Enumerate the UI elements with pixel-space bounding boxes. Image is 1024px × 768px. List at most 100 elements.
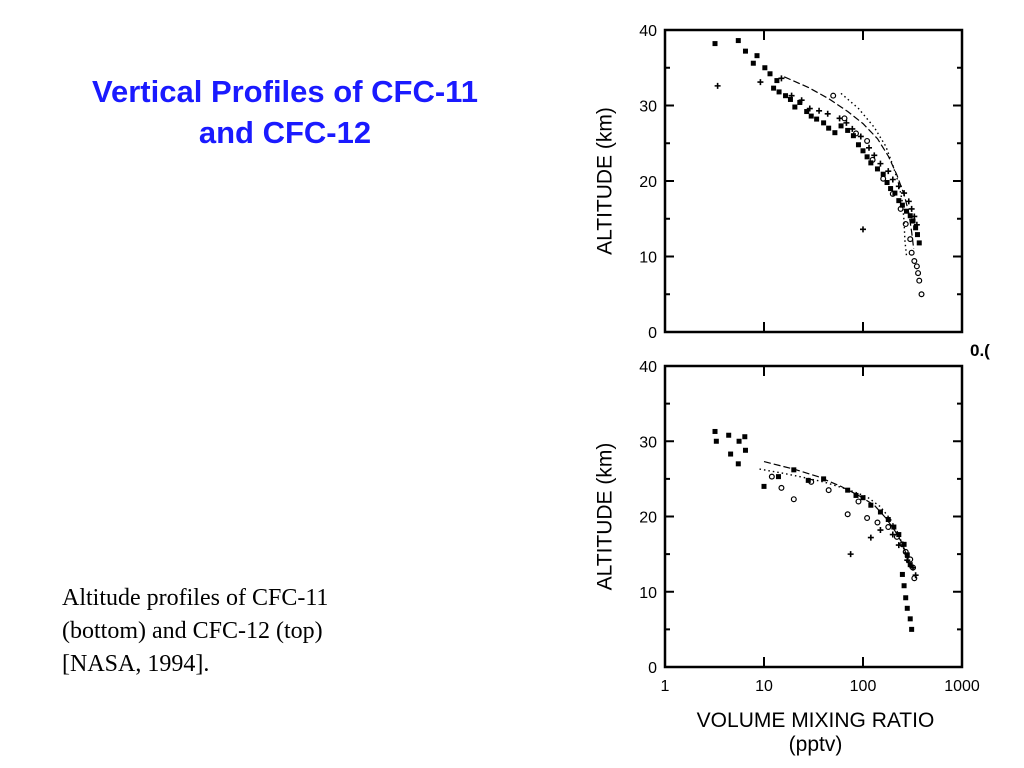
data-point [726,432,732,438]
data-point [775,474,781,480]
data-point [712,41,718,47]
data-point [913,221,920,228]
y-tick-label: 10 [639,585,657,602]
data-point [788,92,795,99]
data-point [778,75,785,82]
data-point [884,180,890,186]
data-point [915,270,922,277]
data-point [907,616,913,622]
data-point [860,226,866,233]
data-point [904,552,910,558]
data-point [885,524,892,531]
profile-curve [759,468,908,565]
data-point [855,498,862,505]
data-point [838,123,844,129]
x-axis-unit: (pptv) [789,733,843,756]
data-point [868,502,874,508]
data-point [910,218,916,224]
data-point [904,605,910,611]
data-point [845,127,851,133]
caption-line-1: Altitude profiles of CFC-11 [62,585,329,611]
figure-caption: Altitude profiles of CFC-11 (bottom) and… [62,582,482,681]
data-point [761,483,767,489]
data-point [850,133,856,139]
data-point [714,82,721,89]
data-point [911,258,918,265]
data-point [866,144,873,151]
y-tick-label: 30 [639,99,657,116]
profile-curve [763,461,911,569]
caption-line-3: [NASA, 1994]. [62,651,210,677]
data-point [798,97,805,104]
y-tick-label: 0 [648,660,657,677]
y-tick-label: 40 [639,359,657,376]
x-axis-label: VOLUME MIXING RATIO [697,709,935,732]
data-point [790,496,797,503]
data-point [797,99,803,105]
y-axis-label: ALTITUDE (km) [594,107,617,255]
data-point [864,137,871,144]
data-point [908,249,915,256]
data-point [916,277,923,284]
data-point [907,562,913,568]
data-point [911,575,918,582]
data-point [787,96,793,102]
y-tick-label: 20 [639,510,657,527]
data-point [867,534,874,541]
data-point [792,104,798,110]
slide-title: Vertical Profiles of CFC-11 and CFC-12 [40,71,530,153]
data-point [902,221,909,228]
y-tick-label: 30 [639,434,657,451]
data-point [874,519,881,526]
data-point [735,38,741,44]
plot-frame [663,364,964,669]
data-point [903,208,909,214]
data-point [877,527,884,534]
y-tick-label: 40 [639,23,657,40]
data-point [908,205,915,212]
data-point [901,541,907,547]
data-point [805,477,811,483]
y-tick-label: 10 [639,250,657,267]
data-point [825,487,832,494]
data-point [791,467,797,473]
data-point [905,198,912,205]
data-point [896,198,902,204]
data-point [783,93,789,99]
data-point [778,484,785,491]
data-point [821,120,827,126]
data-point [907,213,913,219]
data-point [868,160,874,166]
slide-title-line-1: Vertical Profiles of CFC-11 [92,73,478,109]
slide-title-line-2: and CFC-12 [198,114,372,150]
data-point [913,225,919,231]
data-point [806,105,813,112]
x-tick-label: 10 [755,678,773,695]
caption-line-2: (bottom) and CFC-12 (top) [62,618,323,644]
y-tick-label: 0 [648,325,657,342]
data-point [768,473,775,480]
data-point [735,461,741,467]
data-point [750,60,756,66]
data-point [736,438,742,444]
data-point [902,548,909,555]
data-point [853,492,859,498]
data-point [903,595,909,601]
data-point [916,240,922,246]
x-tick-label: 1 [661,678,670,695]
data-point [857,133,864,140]
data-point [877,509,883,515]
profile-curve [783,76,915,249]
data-point [757,79,764,86]
data-point [888,186,894,192]
data-point [899,571,905,577]
data-point [826,125,832,131]
data-point [742,447,748,453]
data-point [774,78,780,84]
plot-frame [663,28,964,334]
data-point [847,551,854,558]
data-point [824,110,831,117]
y-tick-label: 20 [639,174,657,191]
data-point [843,119,850,126]
